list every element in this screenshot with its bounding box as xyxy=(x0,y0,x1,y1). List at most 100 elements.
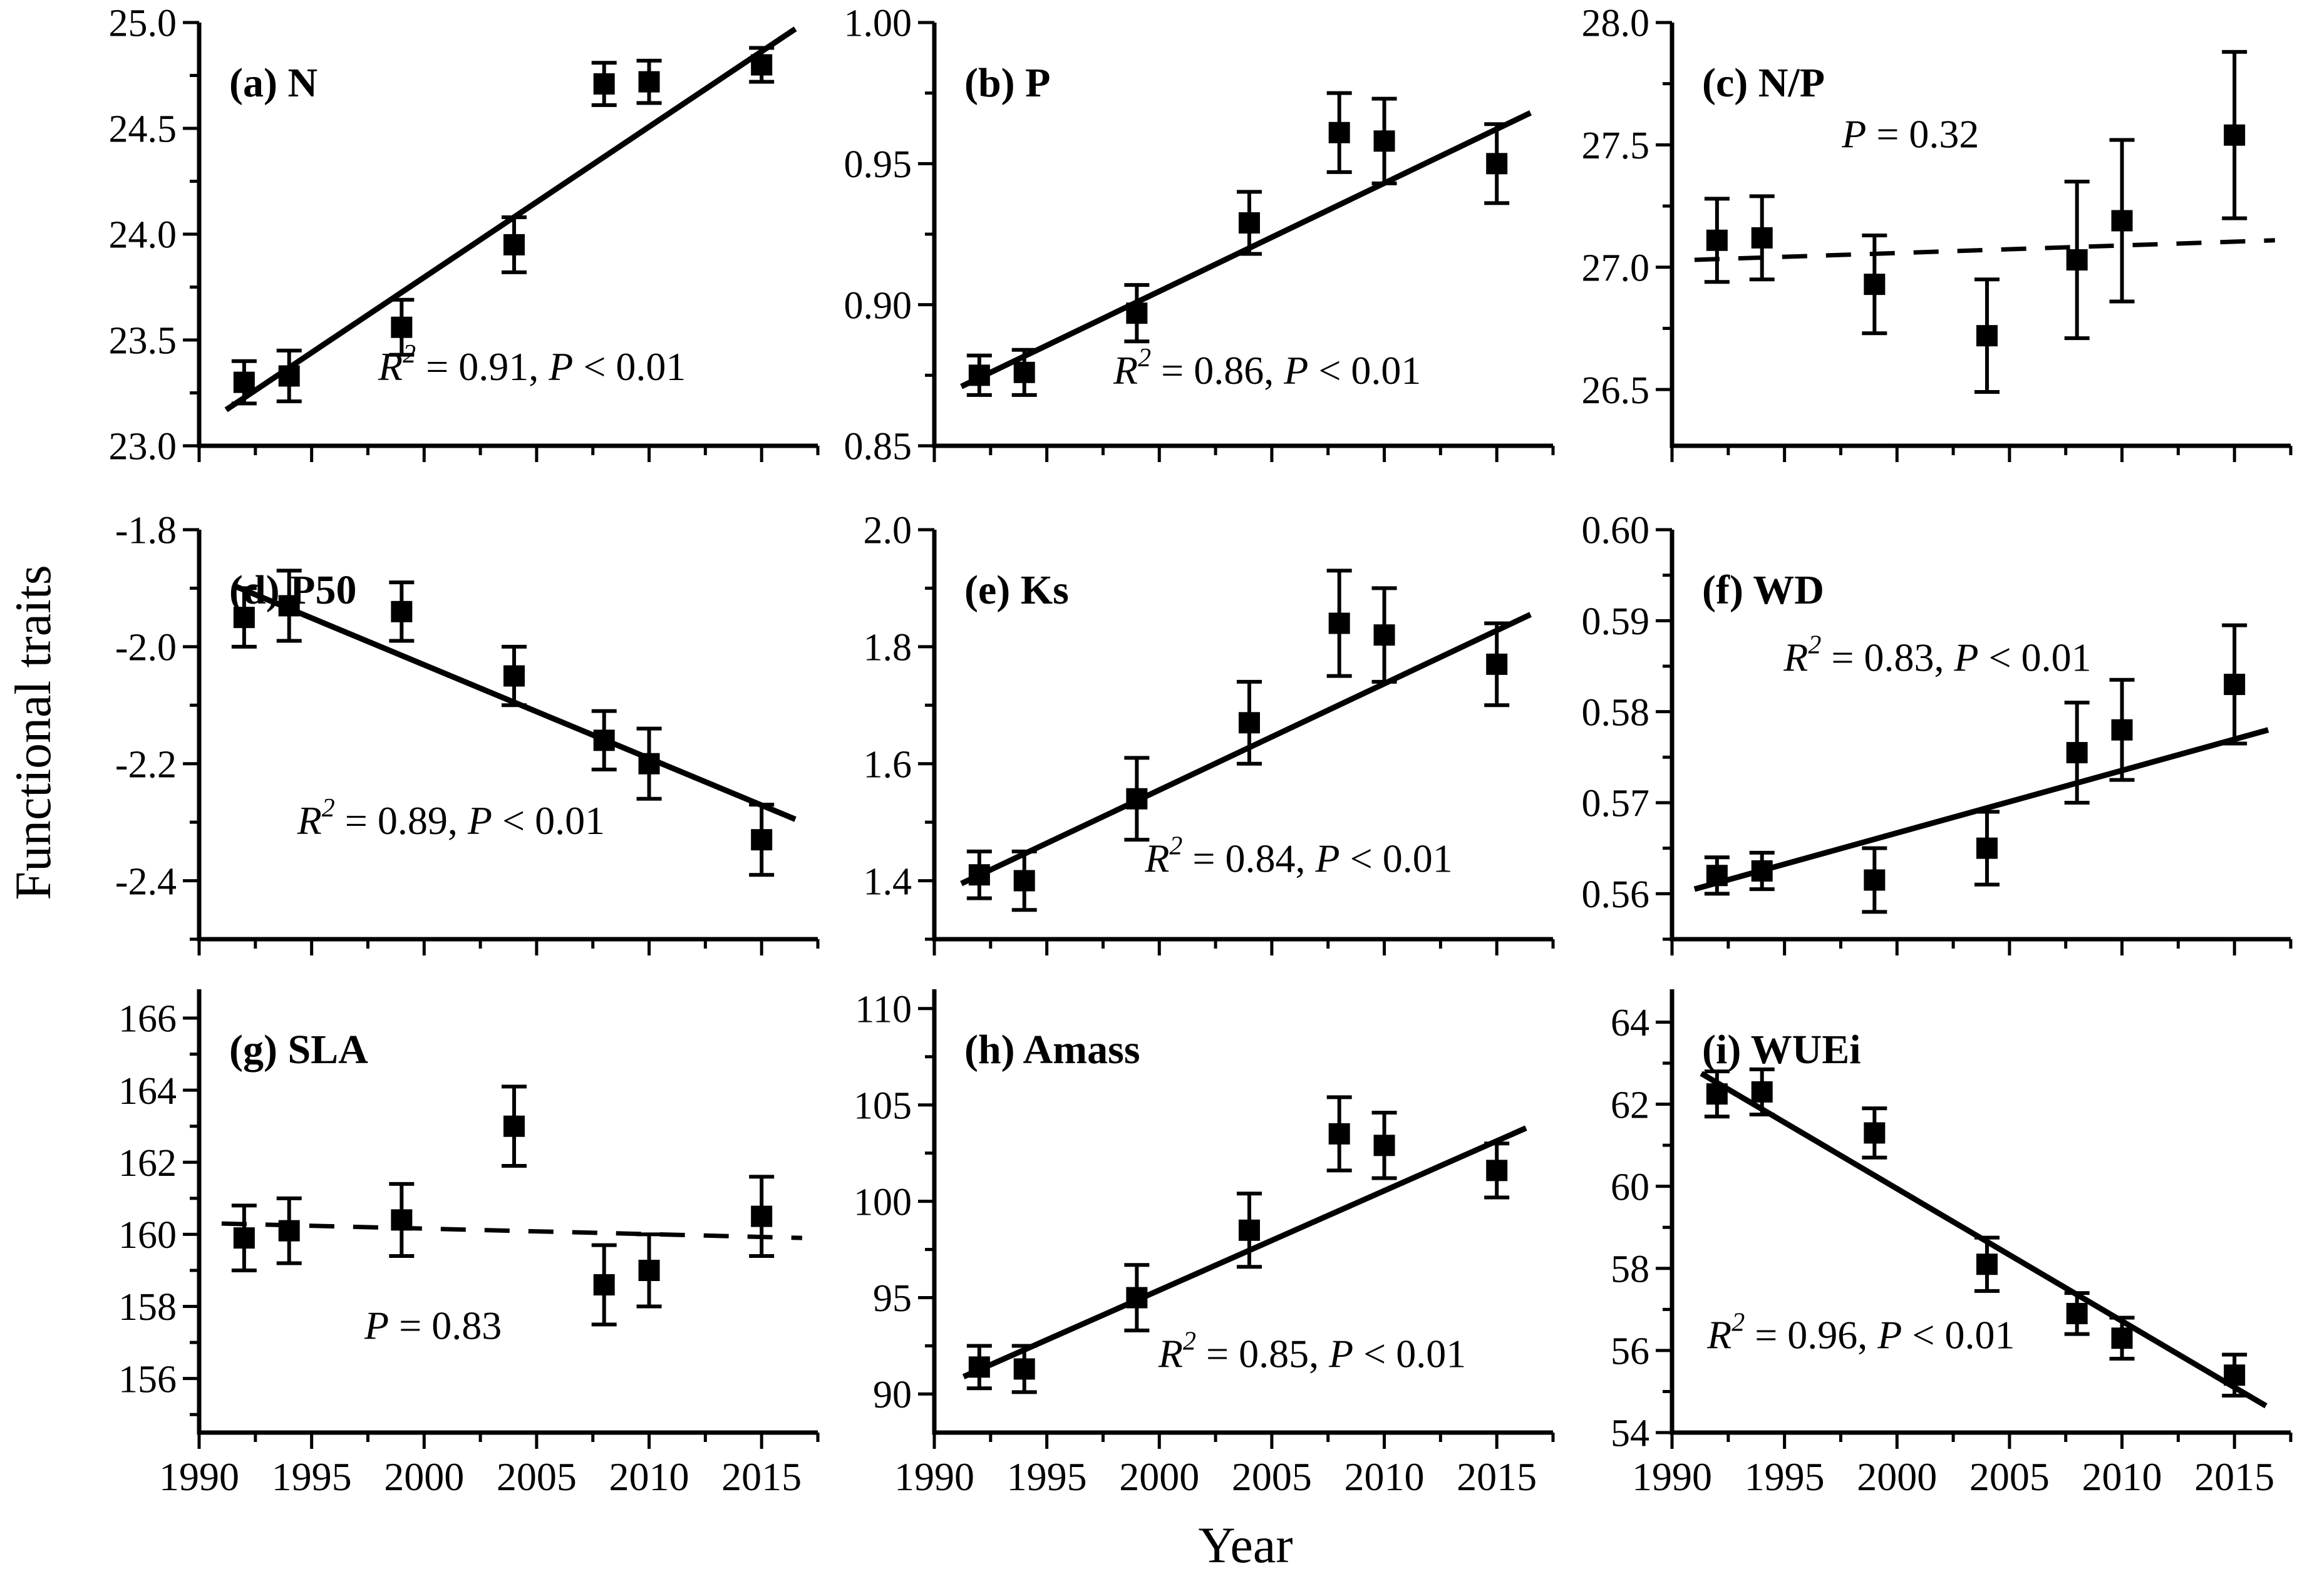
data-point xyxy=(1864,274,1886,296)
data-point xyxy=(2111,1327,2133,1349)
data-point xyxy=(1328,612,1350,634)
x-tick-label: 2000 xyxy=(1119,1454,1199,1499)
panel-label: (h) Amass xyxy=(964,1027,1140,1073)
data-point xyxy=(1976,837,1998,859)
data-point xyxy=(1013,1358,1035,1380)
y-tick-label: 0.90 xyxy=(844,284,912,327)
data-point xyxy=(1976,1254,1998,1275)
data-point xyxy=(278,365,300,387)
y-tick-label: 0.58 xyxy=(1582,691,1650,734)
trend-line xyxy=(1693,727,2269,892)
data-point xyxy=(503,665,525,687)
y-tick-label: 1.4 xyxy=(864,860,912,903)
data-point xyxy=(503,1115,525,1137)
y-tick-label: 26.5 xyxy=(1582,369,1650,412)
data-point xyxy=(1328,1123,1350,1145)
x-tick-label: 2015 xyxy=(2194,1454,2274,1499)
data-point xyxy=(2224,674,2246,696)
data-point xyxy=(233,607,255,629)
trend-line xyxy=(962,1125,1527,1379)
data-point xyxy=(593,1274,615,1295)
x-tick-label: 2010 xyxy=(609,1454,689,1499)
y-tick-label: -1.8 xyxy=(115,510,177,552)
data-point xyxy=(593,729,615,751)
panel-d: -2.4 -2.2 -2.0 -1.8 (d) P50 R2 = 0.89, P < 0.… xyxy=(115,510,820,955)
y-tick-label: 158 xyxy=(118,1286,177,1329)
stats-text: = 0.83, xyxy=(1821,635,1954,679)
data-point xyxy=(2066,249,2088,271)
data-point xyxy=(233,1227,255,1249)
data-point xyxy=(593,73,615,95)
stats-text: R xyxy=(1783,635,1808,679)
x-tick-label: 2005 xyxy=(497,1454,577,1499)
x-tick-label: 2005 xyxy=(1232,1454,1312,1499)
y-tick-label: 1.00 xyxy=(844,3,912,45)
y-tick-label: 28.0 xyxy=(1582,3,1650,45)
stats-text: R xyxy=(1158,1331,1183,1376)
y-tick-label: 164 xyxy=(118,1070,177,1113)
x-tick-label: 1995 xyxy=(1007,1454,1087,1499)
trend-line-dashed xyxy=(1694,238,2275,262)
data-point xyxy=(503,234,525,255)
data-point xyxy=(391,316,413,338)
y-tick-label: -2.0 xyxy=(115,627,177,669)
x-tick-label: 1990 xyxy=(894,1454,974,1499)
stats-text: < 0.01 xyxy=(492,798,605,843)
x-axis-title: Year xyxy=(1198,1516,1293,1573)
stats-superscript: 2 xyxy=(1732,1309,1745,1337)
data-point xyxy=(2066,742,2088,764)
data-point xyxy=(1486,153,1508,175)
stats-text: P xyxy=(1841,111,1866,156)
stats-text: P xyxy=(1283,348,1308,393)
x-tick-label: 2010 xyxy=(2082,1454,2162,1499)
stats-label: R2 = 0.83, P < 0.01 xyxy=(1783,631,2091,679)
stats-label: R2 = 0.86, P < 0.01 xyxy=(1113,344,1421,393)
data-point xyxy=(2111,210,2133,232)
panel-c: 26.5 27.0 27.5 28.0 (c) N/P P = 0.32 xyxy=(1582,3,2293,462)
stats-superscript: 2 xyxy=(1808,631,1821,659)
y-tick-label: 110 xyxy=(855,988,912,1031)
stats-text: = 0.86, xyxy=(1151,348,1284,393)
y-tick-label: -2.4 xyxy=(115,860,177,903)
data-point xyxy=(2224,1364,2246,1386)
data-point xyxy=(1706,229,1728,251)
data-point xyxy=(968,1356,990,1378)
data-point xyxy=(1373,130,1395,152)
y-tick-label: 1.6 xyxy=(864,743,912,786)
panel-f: 0.56 0.57 0.58 0.59 0.60 (f) WD R2 = 0.83, P <… xyxy=(1582,510,2293,955)
data-point xyxy=(1864,869,1886,891)
data-point xyxy=(968,864,990,886)
data-point xyxy=(638,1259,660,1281)
data-point xyxy=(1751,1081,1773,1103)
data-point xyxy=(391,1209,413,1231)
data-point xyxy=(2111,719,2133,741)
data-point xyxy=(2066,1302,2088,1324)
stats-text: < 0.01 xyxy=(1353,1331,1466,1376)
y-tick-label: 23.0 xyxy=(109,426,177,468)
panel-label: (d) P50 xyxy=(229,567,356,613)
x-tick-label: 1995 xyxy=(1745,1454,1825,1499)
stats-text: P xyxy=(1877,1313,1902,1357)
trend-line xyxy=(960,612,1532,887)
data-point xyxy=(751,54,773,76)
data-point xyxy=(1864,1122,1886,1144)
trend-line-dashed xyxy=(221,1221,802,1240)
y-tick-label: 0.85 xyxy=(844,426,912,468)
y-tick-label: 27.5 xyxy=(1582,125,1650,167)
data-point xyxy=(751,1205,773,1227)
data-point xyxy=(1238,712,1260,734)
data-point xyxy=(1126,788,1148,810)
data-point xyxy=(1706,865,1728,887)
data-point xyxy=(1238,212,1260,234)
x-tick-label: 1995 xyxy=(272,1454,352,1499)
y-tick-label: 23.5 xyxy=(109,320,177,363)
y-tick-label: 100 xyxy=(854,1181,912,1223)
data-point xyxy=(1126,302,1148,324)
x-tick-label: 2015 xyxy=(721,1454,802,1499)
data-point xyxy=(1751,227,1773,249)
panel-a: 23.0 23.5 24.0 24.5 25.0 (a) N R2 = 0.91, P < … xyxy=(109,3,820,468)
data-point xyxy=(1373,624,1395,646)
panel-label: (b) P xyxy=(964,60,1050,106)
y-tick-label: 60 xyxy=(1611,1166,1649,1208)
y-tick-label: 2.0 xyxy=(864,510,912,552)
